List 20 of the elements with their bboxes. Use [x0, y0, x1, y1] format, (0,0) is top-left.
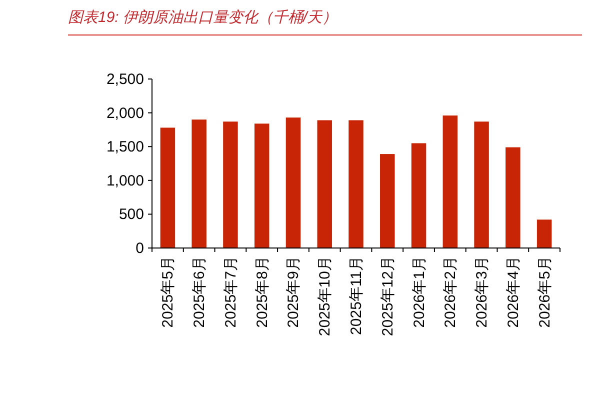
- x-tick-label: 2025年12月: [379, 256, 396, 336]
- y-tick-label: 2,000: [106, 104, 144, 122]
- y-tick-label: 1,500: [106, 138, 144, 156]
- y-tick-label: 2,500: [106, 71, 144, 88]
- x-tick-label: 2026年1月: [410, 256, 428, 328]
- x-tick-label: 2026年2月: [442, 256, 460, 328]
- x-tick-label: 2026年4月: [504, 256, 522, 328]
- x-tick-label: 2026年5月: [536, 256, 554, 328]
- x-tick-label: 2025年5月: [160, 256, 177, 328]
- y-tick-label: 0: [136, 240, 144, 257]
- x-tick-label: 2026年3月: [474, 256, 491, 328]
- x-tick-label: 2025年6月: [191, 256, 208, 328]
- x-tick-label: 2025年8月: [254, 256, 271, 328]
- x-tick-label: 2025年11月: [348, 256, 365, 335]
- x-tick-label: 2025年7月: [222, 256, 240, 328]
- x-tick-label: 2025年9月: [285, 256, 302, 328]
- title: 图表19: 伊朗原油出口量变化（千桶/天）: [68, 9, 338, 26]
- x-tick-label: 2025年10月: [316, 256, 334, 336]
- y-tick-label: 500: [118, 206, 144, 224]
- y-tick-label: 1,000: [106, 172, 144, 190]
